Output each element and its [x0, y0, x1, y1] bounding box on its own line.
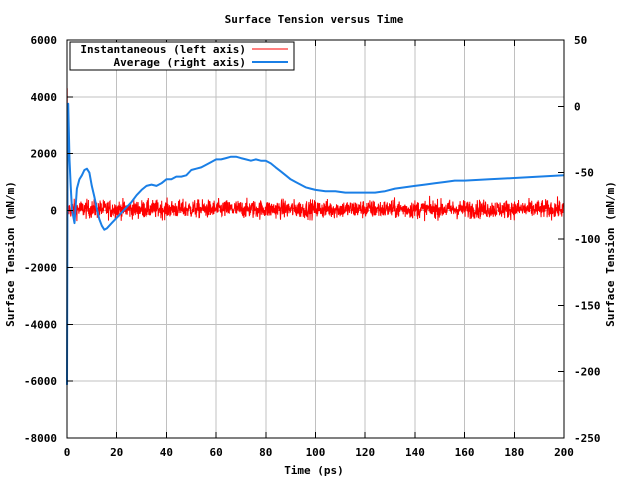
- tick-labels: 0 20 40 60 80 100 120 140 160 180 200 -8000 -6000 -40…: [24, 34, 601, 459]
- y-tick-label-right: -100: [574, 233, 601, 246]
- series-average-line: [66, 102, 565, 385]
- x-tick-label: 180: [504, 446, 524, 459]
- y-tick-label-left: 0: [50, 205, 57, 218]
- legend-label-average: Average (right axis): [114, 56, 246, 69]
- x-axis-label: Time (ps): [284, 464, 344, 477]
- y-tick-label-right: 50: [574, 34, 587, 47]
- x-tick-label: 100: [306, 446, 326, 459]
- y-axis-label-left: Surface Tension (mN/m): [4, 181, 17, 327]
- y-tick-label-left: -2000: [24, 261, 57, 274]
- legend-label-instantaneous: Instantaneous (left axis): [80, 43, 246, 56]
- x-tick-label: 20: [110, 446, 123, 459]
- y-axis-label-right: Surface Tension (mN/m): [604, 181, 617, 327]
- y-tick-label-right: -250: [574, 432, 601, 445]
- y-tick-label-left: 4000: [31, 91, 58, 104]
- x-tick-label: 0: [64, 446, 71, 459]
- x-tick-label: 120: [355, 446, 375, 459]
- plot-series: [66, 88, 565, 385]
- axis-ticks: [66, 39, 565, 439]
- x-tick-label: 160: [455, 446, 475, 459]
- y-tick-label-right: -200: [574, 366, 601, 379]
- y-tick-label-left: -4000: [24, 318, 57, 331]
- x-tick-label: 140: [405, 446, 425, 459]
- y-tick-label-right: -50: [574, 167, 594, 180]
- series-instantaneous-line: [66, 88, 565, 325]
- x-tick-label: 200: [554, 446, 574, 459]
- chart-title: Surface Tension versus Time: [225, 13, 404, 26]
- y-tick-label-left: -8000: [24, 432, 57, 445]
- y-tick-label-right: -150: [574, 299, 601, 312]
- x-tick-label: 60: [209, 446, 222, 459]
- y-tick-label-left: 6000: [31, 34, 58, 47]
- y-tick-label-right: 0: [574, 100, 581, 113]
- y-tick-label-left: 2000: [31, 148, 58, 161]
- y-tick-label-left: -6000: [24, 375, 57, 388]
- x-tick-label: 40: [160, 446, 173, 459]
- legend: Instantaneous (left axis) Average (right…: [69, 41, 295, 71]
- x-tick-label: 80: [259, 446, 272, 459]
